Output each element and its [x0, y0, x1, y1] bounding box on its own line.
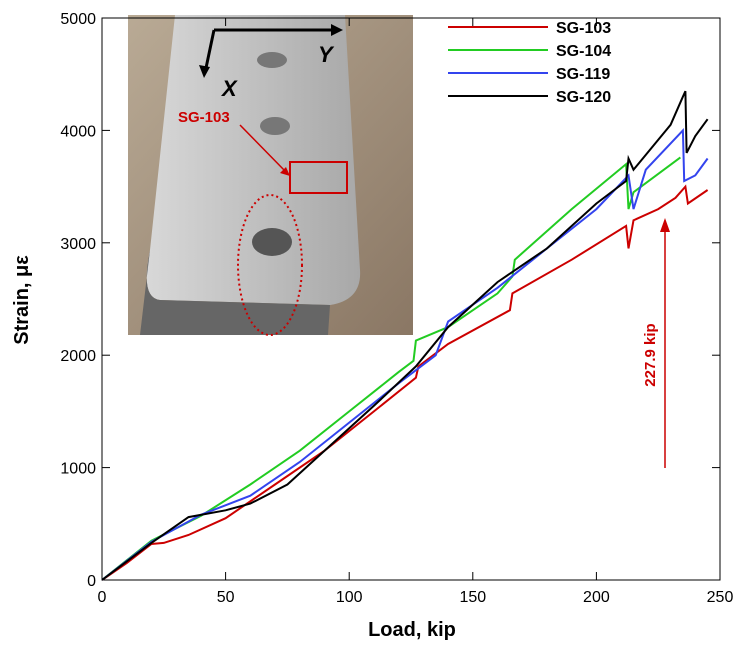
x-axis-label: Load, kip: [368, 619, 456, 641]
y-tick-label: 0: [87, 573, 96, 590]
x-tick-label: 250: [707, 589, 734, 606]
legend-label: SG-119: [556, 66, 610, 83]
y-tick-label: 1000: [60, 461, 96, 478]
plot-frame: [101, 17, 721, 581]
annotation: 227.9 kip: [642, 323, 659, 386]
series-line: [101, 127, 709, 581]
x-tick-label: 50: [217, 589, 235, 606]
inset-y-label: Y: [318, 42, 335, 67]
x-tick-label: 0: [98, 589, 107, 606]
annotation-arrowhead: [660, 218, 670, 232]
x-tick-label: 150: [459, 589, 486, 606]
x-tick-label: 100: [336, 589, 363, 606]
legend-label: SG-103: [556, 20, 611, 37]
inset-gauge-label: SG-103: [178, 109, 230, 126]
y-axis-label: Strain, με: [11, 255, 33, 345]
legend-label: SG-104: [556, 43, 611, 60]
y-tick-label: 4000: [60, 123, 96, 140]
legend-label: SG-120: [556, 89, 611, 106]
y-tick-label: 2000: [60, 348, 96, 365]
series-line: [101, 184, 709, 581]
inset-photo: Y X SG-103: [128, 15, 413, 336]
x-tick-label: 200: [583, 589, 610, 606]
inset-x-label: X: [220, 76, 238, 101]
series-line: [101, 90, 709, 581]
y-tick-label: 3000: [60, 236, 96, 253]
y-tick-label: 5000: [60, 11, 96, 28]
